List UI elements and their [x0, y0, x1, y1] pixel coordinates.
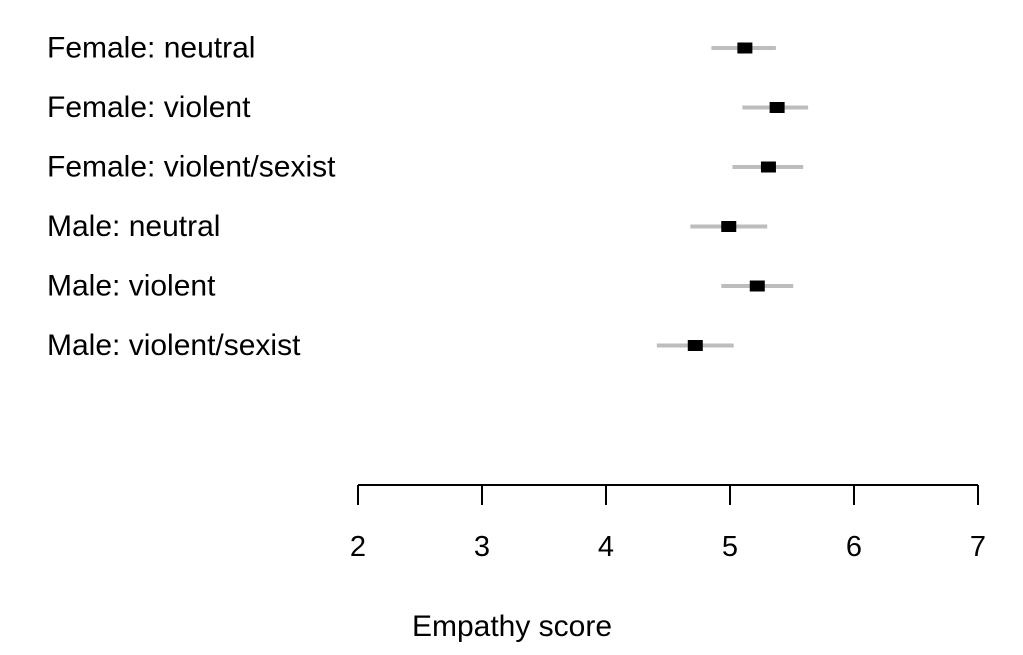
x-tick-label: 7 — [970, 531, 986, 563]
x-axis-ticks: 2 3 4 5 6 7 — [350, 485, 986, 563]
row: Female: violent/sexist — [47, 151, 804, 184]
point-estimate — [760, 161, 776, 173]
x-tick-label: 4 — [598, 531, 614, 563]
point-estimate — [737, 42, 753, 54]
plot-rows: Female: neutral Female: violent Female: vi… — [47, 32, 809, 362]
row-label: Female: neutral — [47, 32, 255, 65]
point-estimate — [749, 280, 765, 292]
row-label: Female: violent — [47, 91, 251, 124]
x-tick-label: 6 — [846, 531, 862, 563]
x-tick-label: 5 — [722, 531, 738, 563]
point-estimate — [721, 221, 737, 232]
x-axis: 2 3 4 5 6 7 — [350, 484, 986, 563]
row-label: Male: violent/sexist — [47, 329, 301, 362]
row: Male: neutral — [47, 210, 768, 243]
row-label: Female: violent/sexist — [47, 151, 336, 184]
row: Male: violent/sexist — [47, 329, 734, 362]
row: Female: neutral — [47, 32, 776, 65]
x-axis-title: Empathy score — [412, 610, 612, 643]
point-estimate — [769, 102, 785, 113]
x-tick-label: 2 — [350, 531, 366, 563]
row-label: Male: neutral — [47, 210, 220, 243]
point-estimate — [687, 340, 703, 351]
row-label: Male: violent — [47, 270, 216, 303]
row: Female: violent — [47, 91, 809, 124]
row: Male: violent — [47, 270, 794, 303]
x-tick-label: 3 — [474, 531, 490, 563]
